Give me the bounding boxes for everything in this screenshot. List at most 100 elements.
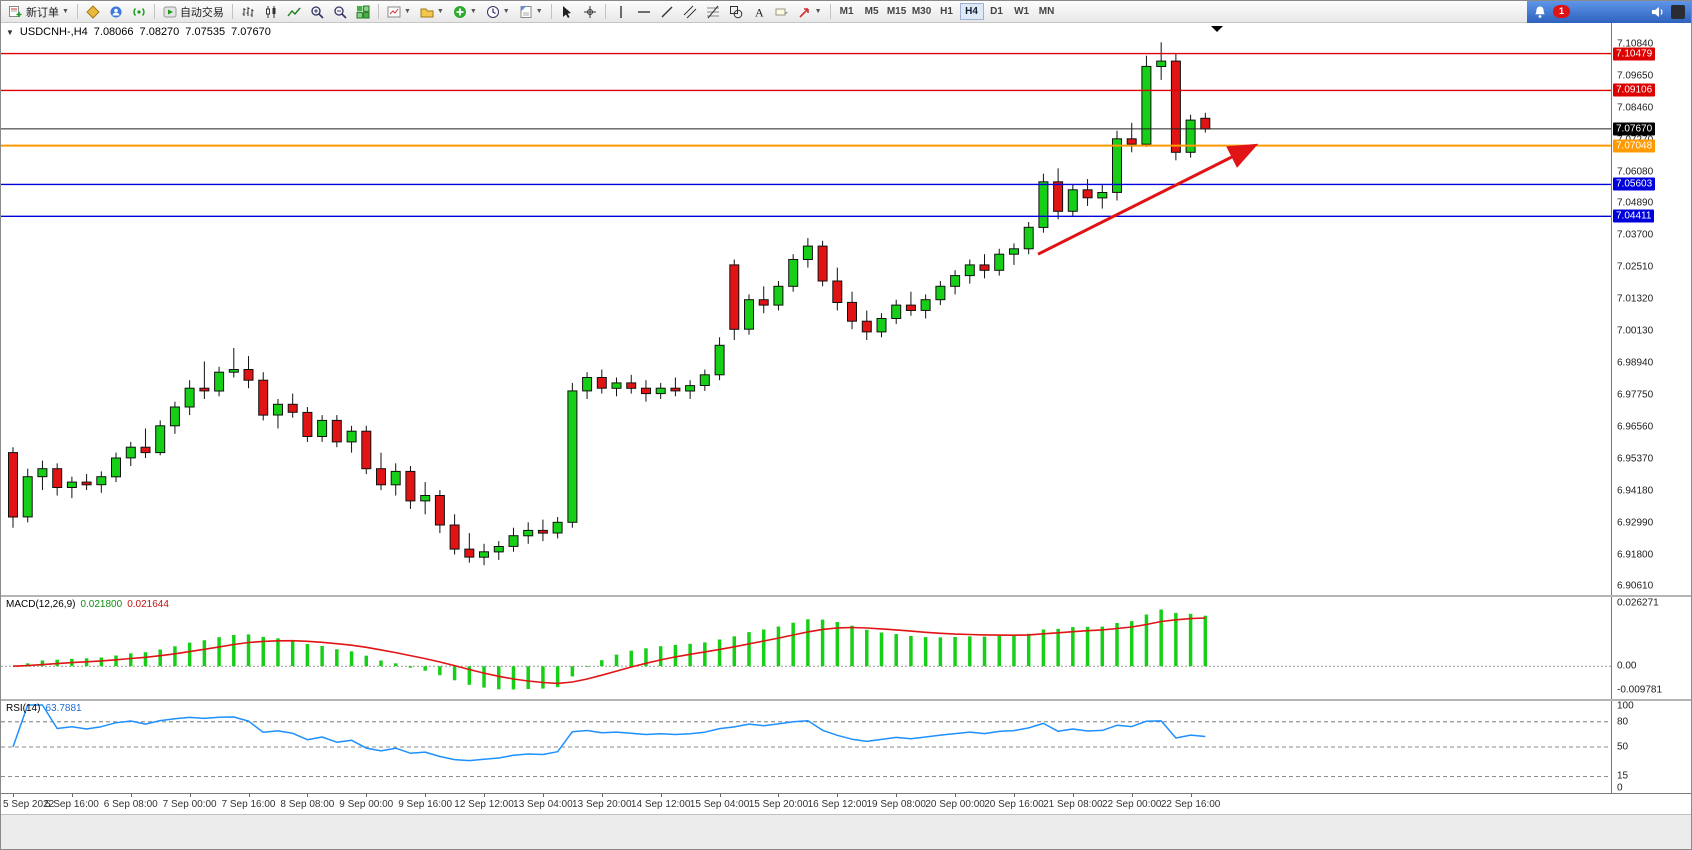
bar-chart-mode-button[interactable] (237, 2, 259, 22)
time-tick (955, 794, 957, 797)
macd-main-value: 0.021800 (80, 599, 123, 610)
chart-collapse-icon[interactable]: ▼ (6, 27, 14, 37)
text-icon: A (755, 5, 764, 19)
price-tick-label: 6.97750 (1617, 389, 1654, 401)
time-scale[interactable]: 5 Sep 2022 5 Sep 16:00 6 Sep 08:00 7 Sep 00… (1, 793, 1691, 815)
time-tick-label: 9 Sep 16:00 (398, 799, 453, 810)
crosshair-button[interactable] (579, 2, 601, 22)
level-price-badge: 7.10479 (1613, 47, 1656, 61)
chevron-down-icon: ▼ (403, 8, 411, 15)
cursor-icon (562, 5, 571, 18)
zoom-out-button[interactable] (329, 2, 351, 22)
new-chart-button[interactable]: ▼ (383, 2, 415, 22)
notification-badge[interactable]: 1 (1553, 5, 1570, 18)
timeframe-m15[interactable]: M15 (885, 3, 909, 20)
macd-canvas[interactable] (1, 597, 1613, 699)
cursor-button[interactable] (556, 2, 578, 22)
line-chart-mode-button[interactable] (283, 2, 305, 22)
time-tick (307, 794, 309, 797)
notification-bell-icon[interactable] (1533, 5, 1547, 19)
menu-icon[interactable] (1671, 4, 1685, 19)
time-tick-label: 5 Sep 2022 (3, 799, 55, 810)
time-tick-label: 6 Sep 08:00 (103, 799, 158, 810)
timeframe-mn[interactable]: MN (1035, 3, 1059, 20)
rsi-scale[interactable]: 100 80 50 15 0 (1611, 701, 1691, 794)
time-tick (601, 794, 603, 797)
candlestick-mode-button[interactable] (260, 2, 282, 22)
vertical-line-button[interactable] (610, 2, 632, 22)
templates-button[interactable]: ▼ (515, 2, 547, 22)
auto-trading-button[interactable]: 自动交易 (159, 2, 228, 22)
chart-header: ▼ USDCNH-,H4 7.08066 7.08270 7.07535 7.0… (6, 26, 271, 38)
tile-windows-icon (356, 5, 370, 18)
trendline-button[interactable] (656, 2, 678, 22)
timeframe-w1[interactable]: W1 (1010, 3, 1034, 20)
auto-trading-label: 自动交易 (179, 6, 224, 19)
current-price-badge: 7.07670 (1613, 122, 1656, 136)
time-tick (896, 794, 898, 797)
text-label-button[interactable] (771, 2, 793, 22)
timeframe-h1[interactable]: H1 (935, 3, 959, 20)
market-watch-button[interactable] (82, 2, 104, 22)
panel-splitter[interactable] (1, 595, 1691, 597)
indicators-button[interactable]: ▼ (449, 2, 481, 22)
macd-tick-label: 0.026271 (1617, 597, 1659, 609)
zoom-in-button[interactable] (306, 2, 328, 22)
periods-button[interactable]: ▼ (482, 2, 514, 22)
community-button[interactable] (105, 2, 127, 22)
time-tick-label: 15 Sep 20:00 (748, 799, 809, 810)
rsi-tick-label: 80 (1617, 716, 1629, 728)
timeframe-m5[interactable]: M5 (860, 3, 884, 20)
tile-windows-button[interactable] (352, 2, 374, 22)
level-price-badge: 7.07048 (1613, 139, 1656, 153)
trend-arrow[interactable] (1037, 143, 1259, 256)
horizontal-line-icon (637, 10, 650, 13)
separator (604, 4, 606, 19)
time-tick (484, 794, 486, 797)
rsi-title: RSI(14) (6, 703, 41, 714)
rsi-line (12, 704, 1206, 762)
signals-button[interactable] (128, 2, 150, 22)
rsi-canvas[interactable] (1, 701, 1613, 793)
horizontal-level-lines[interactable] (1, 52, 1613, 218)
panel-splitter[interactable] (1, 699, 1691, 701)
chart-shift-marker[interactable] (1211, 26, 1223, 32)
shapes-button[interactable] (725, 2, 747, 22)
time-tick (13, 794, 14, 797)
horizontal-line-button[interactable] (633, 2, 655, 22)
time-tick-label: 14 Sep 12:00 (630, 799, 691, 810)
main-chart-canvas[interactable] (1, 23, 1613, 595)
rsi-tick-label: 50 (1617, 741, 1629, 753)
profiles-button[interactable]: ▼ (416, 2, 448, 22)
candles-layer (8, 42, 1211, 566)
time-tick-label: 5 Sep 16:00 (44, 799, 99, 810)
timeframe-m1[interactable]: M1 (835, 3, 859, 20)
rsi-label: RSI(14) 63.7881 (6, 703, 82, 714)
chevron-down-icon: ▼ (436, 8, 444, 15)
price-scale[interactable]: 7.108407.096507.084607.072707.060807.048… (1611, 23, 1691, 595)
timeframe-d1[interactable]: D1 (985, 3, 1009, 20)
rsi-tick-label: 0 (1617, 782, 1623, 794)
new-order-button[interactable]: 新订单 ▼ (4, 2, 73, 22)
speaker-icon[interactable] (1651, 5, 1665, 19)
ohlc-high: 7.08270 (139, 26, 180, 38)
price-tick-label: 6.90610 (1617, 580, 1654, 592)
new-chart-icon (387, 6, 401, 17)
fibonacci-button[interactable] (702, 2, 724, 22)
timeframe-m30[interactable]: M30 (910, 3, 934, 20)
price-tick-label: 7.00130 (1617, 325, 1654, 337)
arrows-button[interactable]: ▼ (794, 2, 826, 22)
time-tick-label: 13 Sep 04:00 (513, 799, 573, 810)
text-button[interactable]: A (748, 2, 770, 22)
channel-button[interactable] (679, 2, 701, 22)
timeframe-h4[interactable]: H4 (959, 3, 984, 20)
time-tick-label: 8 Sep 08:00 (280, 799, 335, 810)
time-tick (425, 794, 427, 797)
macd-signal-line (12, 617, 1206, 685)
templates-icon (520, 5, 532, 18)
price-tick-label: 7.03700 (1617, 229, 1654, 241)
trendline-icon (661, 6, 673, 17)
macd-scale[interactable]: 0.026271 0.00 -0.009781 (1611, 597, 1691, 699)
time-tick (189, 794, 191, 797)
